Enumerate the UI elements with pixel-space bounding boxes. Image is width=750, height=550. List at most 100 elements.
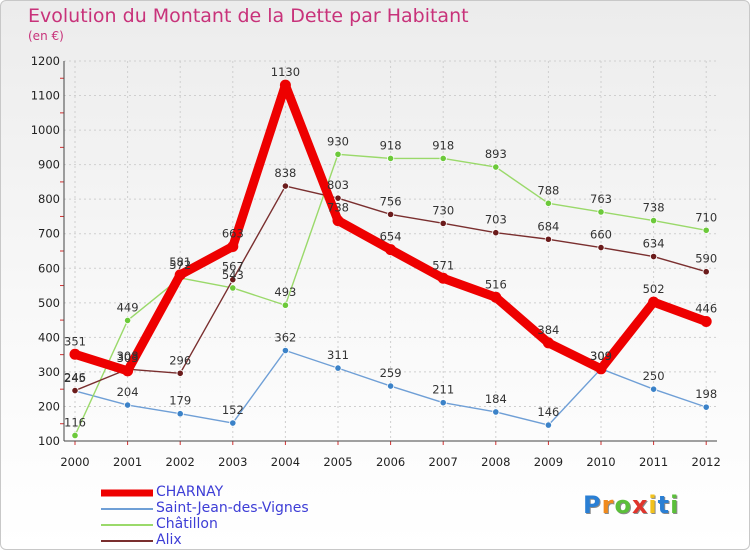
- data-label-alix: 246: [64, 371, 86, 385]
- data-point-alix: [176, 369, 184, 377]
- data-label-saint-jean-des-vignes: 204: [117, 385, 139, 399]
- data-point-charnay: [490, 291, 502, 303]
- data-label-saint-jean-des-vignes: 309: [590, 349, 612, 363]
- y-tick-label: 800: [38, 192, 60, 206]
- data-point-charnay: [69, 348, 81, 360]
- data-label-chatillon: 763: [590, 192, 612, 206]
- data-label-chatillon: 918: [380, 138, 402, 152]
- data-point-chatillon: [124, 316, 132, 325]
- data-point-chatillon: [702, 226, 710, 234]
- data-label-chatillon: 788: [537, 183, 559, 197]
- data-point-chatillon: [649, 217, 658, 225]
- y-tick-label: 200: [38, 399, 60, 413]
- data-point-alix: [597, 243, 605, 252]
- data-label-alix: 756: [380, 194, 402, 208]
- data-point-chatillon: [386, 154, 395, 163]
- proxiti-logo: Proxiti: [583, 491, 679, 519]
- data-point-charnay: [595, 363, 607, 375]
- logo-letter: o: [614, 491, 632, 519]
- legend-label-charnay: CHARNAY: [156, 484, 224, 500]
- data-point-alix: [702, 268, 710, 276]
- data-label-alix: 567: [222, 260, 244, 274]
- legend-swatch-saint-jean-des-vignes: [101, 508, 153, 510]
- data-label-charnay: 384: [537, 323, 559, 337]
- data-point-charnay: [122, 365, 134, 377]
- data-point-alix: [439, 219, 447, 227]
- x-tick-label: 2007: [429, 455, 458, 469]
- data-point-saint-jean-des-vignes: [439, 399, 447, 407]
- data-label-chatillon: 572: [169, 258, 191, 272]
- y-tick-label: 1000: [31, 123, 60, 137]
- chart-title: Evolution du Montant de la Dette par Hab…: [28, 5, 469, 27]
- data-point-alix: [386, 210, 395, 218]
- data-point-alix: [492, 229, 500, 237]
- y-tick-label: 1100: [31, 89, 60, 103]
- data-label-charnay: 303: [117, 351, 139, 365]
- legend-swatch-charnay: [101, 489, 153, 497]
- data-label-alix: 703: [485, 213, 507, 227]
- x-tick-label: 2003: [218, 455, 247, 469]
- data-label-alix: 590: [695, 252, 717, 266]
- data-point-alix: [544, 235, 553, 243]
- data-label-charnay: 581: [169, 255, 191, 269]
- data-point-charnay: [279, 79, 291, 91]
- data-point-alix: [334, 194, 342, 202]
- data-label-charnay: 516: [485, 277, 507, 291]
- data-label-chatillon: 449: [117, 300, 139, 314]
- data-label-charnay: 446: [695, 301, 717, 315]
- data-point-charnay: [332, 215, 344, 227]
- data-label-saint-jean-des-vignes: 152: [222, 403, 244, 417]
- data-label-alix: 308: [117, 349, 139, 363]
- logo-letter: P: [583, 491, 602, 519]
- legend-label-chatillon: Châtillon: [156, 516, 218, 532]
- data-label-alix: 660: [590, 228, 612, 242]
- chart-unit-label: (en €): [28, 29, 64, 43]
- data-label-alix: 634: [643, 237, 665, 251]
- x-tick-label: 2005: [323, 455, 352, 469]
- data-label-saint-jean-des-vignes: 179: [169, 394, 191, 408]
- data-point-charnay: [227, 241, 239, 253]
- legend-swatch-alix: [101, 540, 153, 542]
- gridlines: [64, 60, 717, 442]
- data-point-charnay: [542, 337, 554, 349]
- data-label-alix: 730: [432, 203, 454, 217]
- data-label-saint-jean-des-vignes: 311: [327, 348, 349, 362]
- data-point-alix: [71, 386, 79, 395]
- data-label-chatillon: 893: [485, 147, 507, 161]
- data-point-saint-jean-des-vignes: [176, 410, 184, 418]
- y-tick-label: 600: [38, 261, 60, 275]
- data-label-charnay: 1130: [271, 65, 300, 79]
- y-tick-label: 500: [38, 296, 60, 310]
- data-label-saint-jean-des-vignes: 250: [643, 369, 665, 383]
- axes: 100 200 300 400 500 600 700 800 900 1000 1100 1200 2…: [31, 54, 721, 469]
- logo-letter: t: [657, 491, 671, 519]
- data-label-charnay: 502: [643, 282, 665, 296]
- data-point-alix: [281, 182, 289, 190]
- data-label-saint-jean-des-vignes: 184: [485, 392, 507, 406]
- data-point-chatillon: [439, 154, 447, 163]
- x-tick-label: 2002: [166, 455, 195, 469]
- data-point-chatillon: [229, 284, 237, 292]
- x-tick-label: 2008: [481, 455, 510, 469]
- data-label-charnay: 571: [432, 258, 454, 272]
- data-point-alix: [229, 276, 237, 284]
- data-label-chatillon: 738: [643, 201, 665, 215]
- logo-letter: r: [601, 491, 615, 519]
- data-point-saint-jean-des-vignes: [281, 346, 289, 355]
- data-label-alix: 684: [537, 219, 559, 233]
- data-point-saint-jean-des-vignes: [386, 382, 395, 390]
- data-label-alix: 803: [327, 178, 349, 192]
- x-tick-label: 2001: [113, 455, 142, 469]
- data-point-chatillon: [492, 163, 500, 171]
- x-tick-label: 2012: [692, 455, 721, 469]
- data-label-charnay: 654: [380, 230, 402, 244]
- data-point-charnay: [385, 244, 397, 256]
- data-label-saint-jean-des-vignes: 245: [64, 371, 86, 385]
- data-point-chatillon: [544, 199, 553, 207]
- y-tick-label: 700: [38, 227, 60, 241]
- data-point-saint-jean-des-vignes: [649, 385, 658, 393]
- data-label-saint-jean-des-vignes: 198: [695, 387, 717, 401]
- x-tick-label: 2000: [60, 455, 89, 469]
- logo-letter: i: [670, 491, 680, 519]
